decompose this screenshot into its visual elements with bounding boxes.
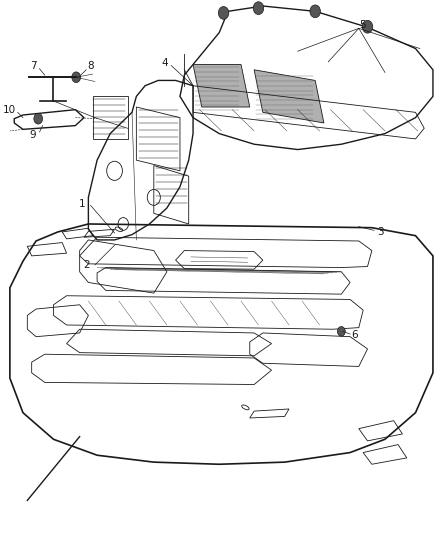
Circle shape bbox=[310, 5, 321, 18]
Circle shape bbox=[362, 20, 373, 33]
Text: 7: 7 bbox=[31, 61, 37, 71]
Text: 2: 2 bbox=[83, 260, 89, 270]
Circle shape bbox=[34, 114, 42, 124]
Polygon shape bbox=[254, 70, 324, 123]
Circle shape bbox=[253, 2, 264, 14]
Text: 8: 8 bbox=[87, 61, 94, 70]
Circle shape bbox=[72, 72, 81, 83]
Text: 4: 4 bbox=[161, 59, 168, 68]
Circle shape bbox=[219, 6, 229, 19]
Text: 3: 3 bbox=[377, 227, 384, 237]
Text: 9: 9 bbox=[29, 130, 36, 140]
Circle shape bbox=[337, 327, 345, 336]
Polygon shape bbox=[193, 64, 250, 107]
Text: 6: 6 bbox=[351, 329, 358, 340]
Text: 10: 10 bbox=[3, 104, 16, 115]
Text: 1: 1 bbox=[78, 199, 85, 209]
Text: 5: 5 bbox=[359, 20, 366, 30]
